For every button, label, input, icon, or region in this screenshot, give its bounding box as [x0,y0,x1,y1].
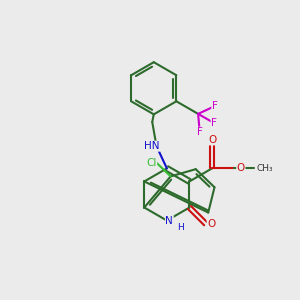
Text: F: F [211,118,217,128]
Text: O: O [207,219,215,229]
Text: HN: HN [144,141,160,151]
Text: F: F [197,127,203,137]
Text: N: N [165,215,173,226]
Text: H: H [177,223,184,232]
Text: O: O [208,135,216,145]
Text: O: O [237,164,245,173]
Text: Cl: Cl [146,158,157,168]
Text: CH₃: CH₃ [256,164,273,173]
Text: F: F [212,101,218,111]
